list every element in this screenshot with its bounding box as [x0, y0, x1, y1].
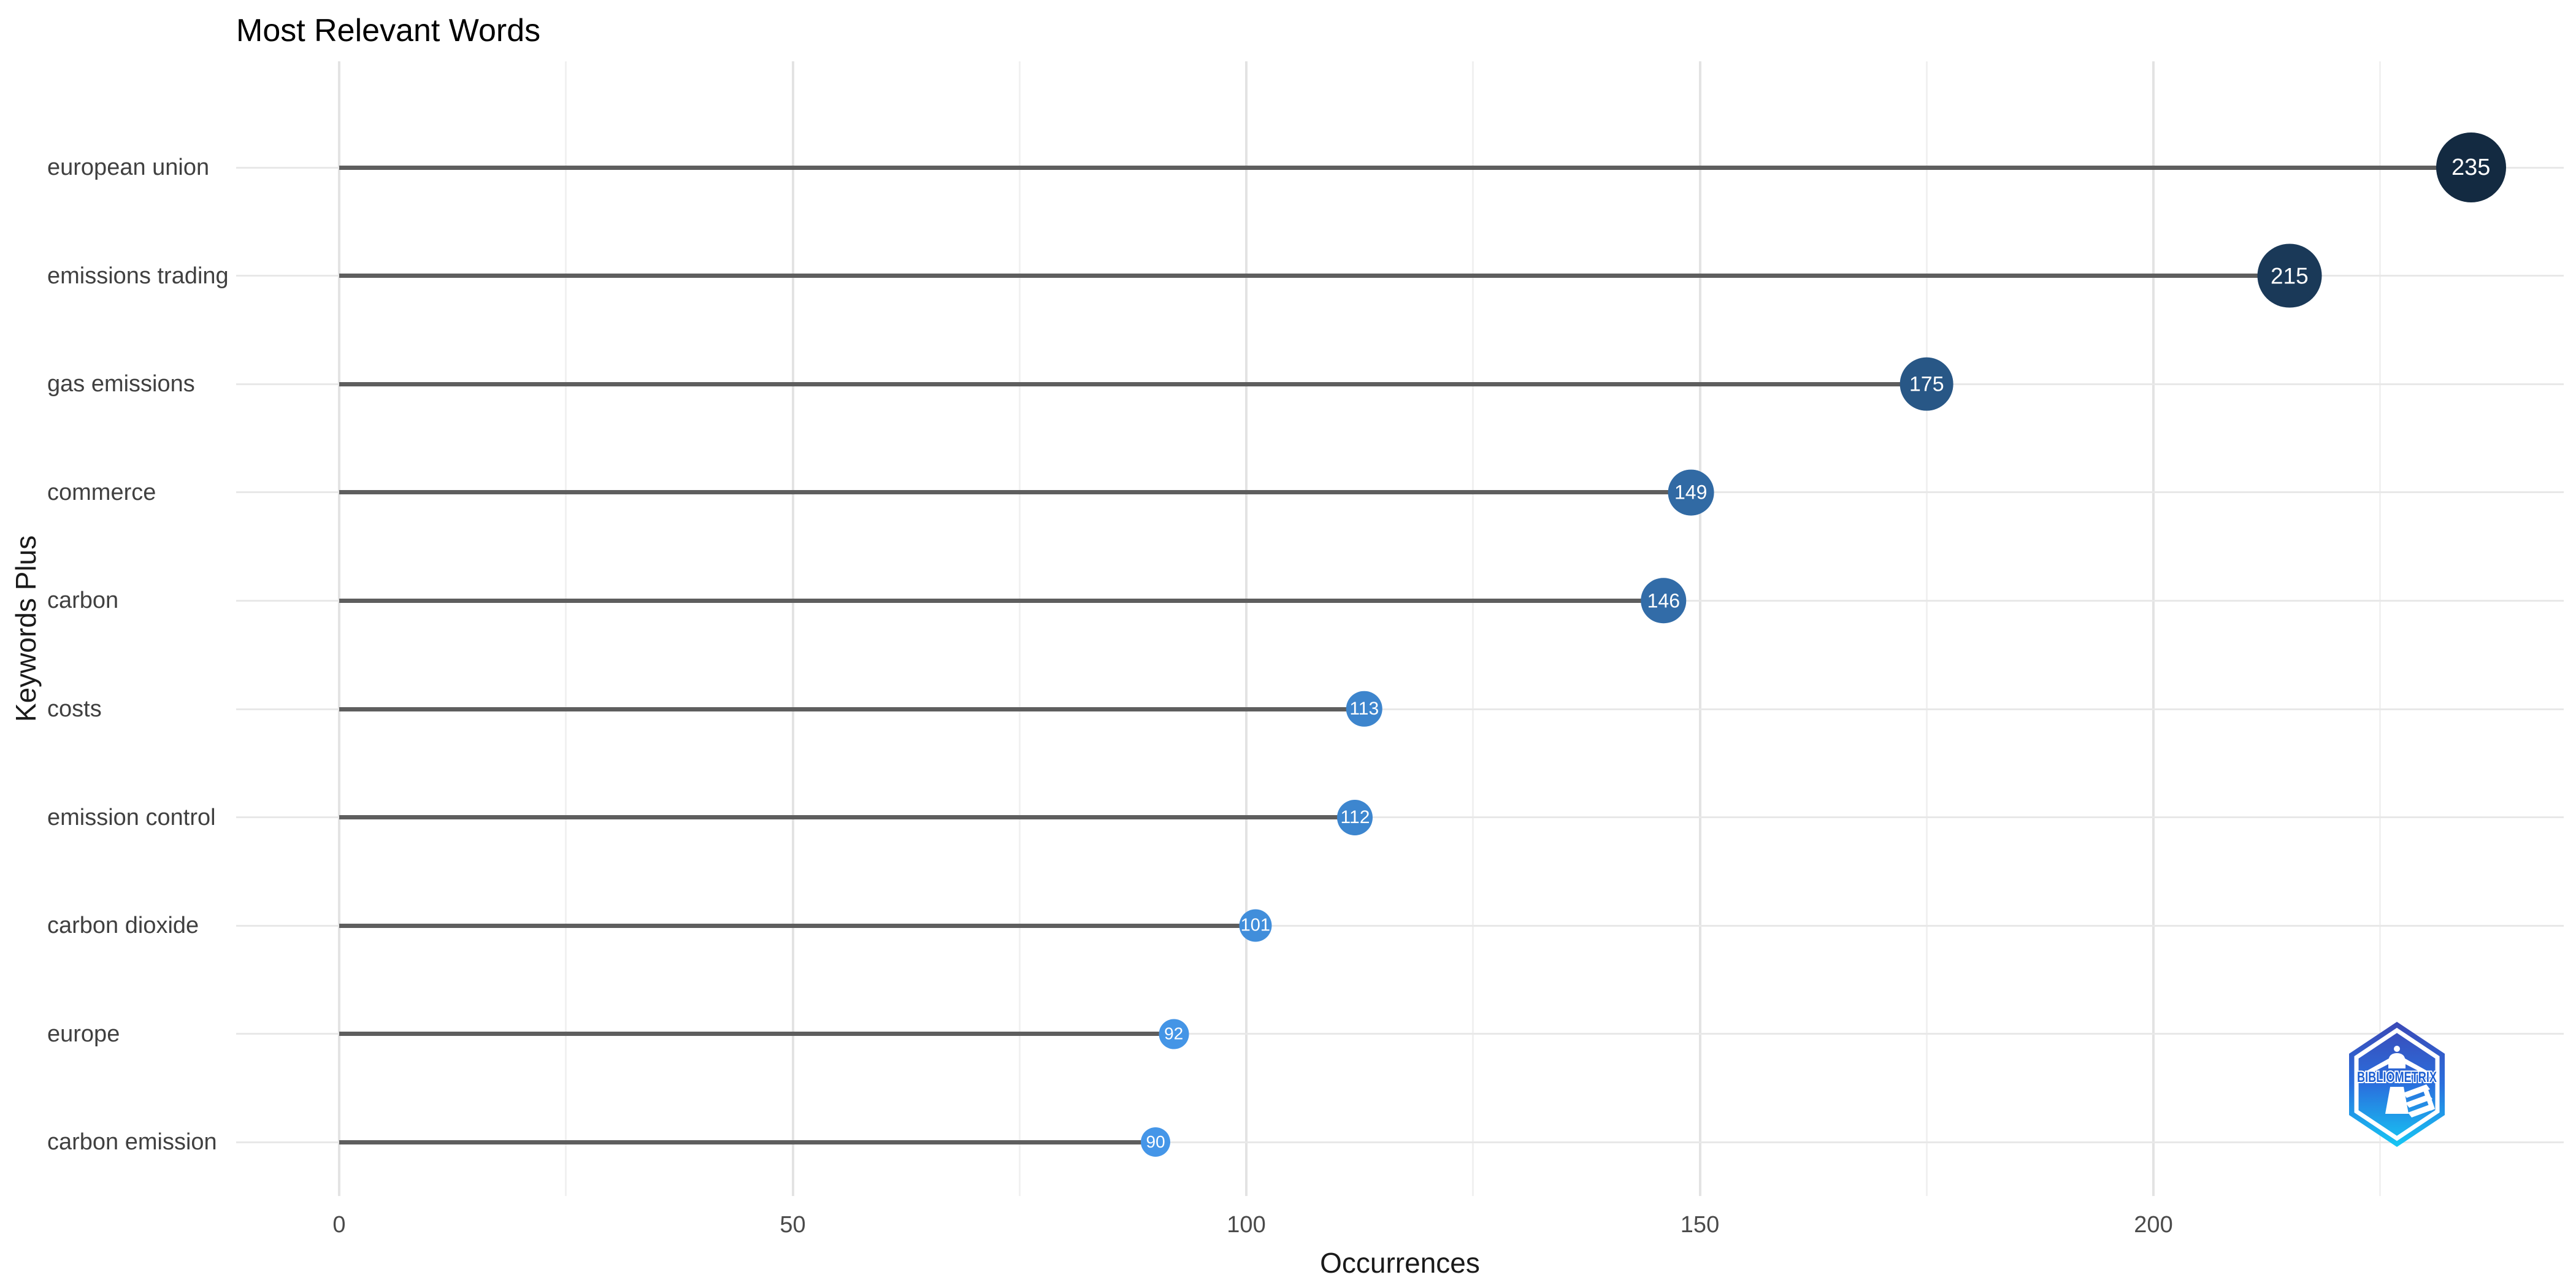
data-point: 101: [1239, 909, 1272, 942]
data-point-value: 101: [1240, 915, 1270, 935]
y-axis-label: europe: [47, 1021, 120, 1047]
lollipop-stem: [339, 923, 1255, 928]
data-point: 149: [1668, 469, 1714, 516]
x-axis-tick-label: 100: [1227, 1212, 1266, 1238]
lollipop-stem: [339, 490, 1691, 495]
logo-hexagon: [2349, 1022, 2445, 1147]
data-point-value: 90: [1146, 1132, 1165, 1152]
major-gridline-200: [2152, 61, 2155, 1196]
logo-wordmark: BIBLIOMETRIX: [2357, 1069, 2437, 1086]
logo-bar-spine: [2422, 1084, 2435, 1111]
y-axis-label: commerce: [47, 479, 156, 505]
lollipop-stem: [339, 707, 1365, 711]
logo-bar-3: [2408, 1104, 2435, 1117]
data-point-value: 92: [1164, 1024, 1184, 1043]
bibliometrix-logo-icon: BIBLIOMETRIX: [2349, 1022, 2445, 1147]
major-gridline-0: [338, 61, 340, 1196]
chart-title: Most Relevant Words: [236, 13, 541, 48]
data-point: 112: [1337, 799, 1373, 835]
lollipop-stem: [339, 165, 2471, 170]
row-gridline: [236, 1141, 2564, 1143]
lollipop-stem: [339, 1140, 1156, 1144]
major-gridline-150: [1698, 61, 1701, 1196]
row-gridline: [236, 924, 2564, 927]
major-gridline-50: [791, 61, 794, 1196]
minor-gridline-25: [565, 61, 567, 1196]
lollipop-stem: [339, 815, 1355, 820]
x-axis-tick-label: 50: [780, 1212, 806, 1238]
row-gridline: [236, 816, 2564, 819]
data-point: 215: [2257, 243, 2322, 309]
y-axis-title: Keywords Plus: [10, 535, 42, 723]
row-gridline: [236, 1033, 2564, 1035]
y-axis-label: carbon dioxide: [47, 913, 199, 939]
data-point: 235: [2436, 132, 2506, 202]
data-point-value: 235: [2451, 155, 2491, 180]
data-point-value: 113: [1349, 699, 1379, 719]
data-point-value: 175: [1909, 372, 1944, 396]
lollipop-stem: [339, 1032, 1174, 1037]
logo-bar-2: [2405, 1094, 2432, 1108]
minor-gridline-75: [1018, 61, 1021, 1196]
row-gridline: [236, 708, 2564, 710]
x-axis-tick-label: 0: [332, 1212, 346, 1238]
y-axis-label: emission control: [47, 804, 216, 830]
logo-hexagon-ring: [2354, 1027, 2440, 1141]
data-point: 92: [1159, 1019, 1189, 1049]
minor-gridline-125: [1472, 61, 1474, 1196]
y-axis-label: costs: [47, 696, 102, 722]
data-point: 175: [1899, 357, 1953, 411]
logo-beam-left: [2360, 1057, 2391, 1079]
y-axis-label: carbon: [47, 588, 119, 614]
lollipop-stem: [339, 274, 2290, 278]
data-point-value: 149: [1674, 481, 1708, 504]
y-axis-label: european union: [47, 155, 210, 180]
data-point: 90: [1141, 1127, 1171, 1157]
lollipop-stem: [339, 598, 1664, 603]
data-point-value: 112: [1340, 807, 1370, 827]
y-axis-label: gas emissions: [47, 371, 195, 397]
data-point-value: 146: [1647, 589, 1681, 612]
data-point-value: 215: [2270, 263, 2309, 289]
data-point: 146: [1641, 578, 1687, 624]
y-axis-label: emissions trading: [47, 263, 229, 289]
lollipop-stem: [339, 381, 1927, 386]
logo-beam-right: [2403, 1057, 2434, 1079]
major-gridline-100: [1245, 61, 1248, 1196]
minor-gridline-225: [2379, 61, 2382, 1196]
y-axis-label: carbon emission: [47, 1129, 217, 1156]
x-axis-title: Occurrences: [1320, 1247, 1480, 1279]
logo-lantern-ball: [2394, 1046, 2400, 1052]
minor-gridline-175: [1925, 61, 1928, 1196]
x-axis-tick-label: 150: [1680, 1212, 1720, 1238]
logo-tower: [2385, 1087, 2409, 1114]
x-axis-tick-label: 200: [2134, 1212, 2173, 1238]
logo-dome: [2388, 1053, 2405, 1068]
data-point: 113: [1346, 691, 1382, 727]
